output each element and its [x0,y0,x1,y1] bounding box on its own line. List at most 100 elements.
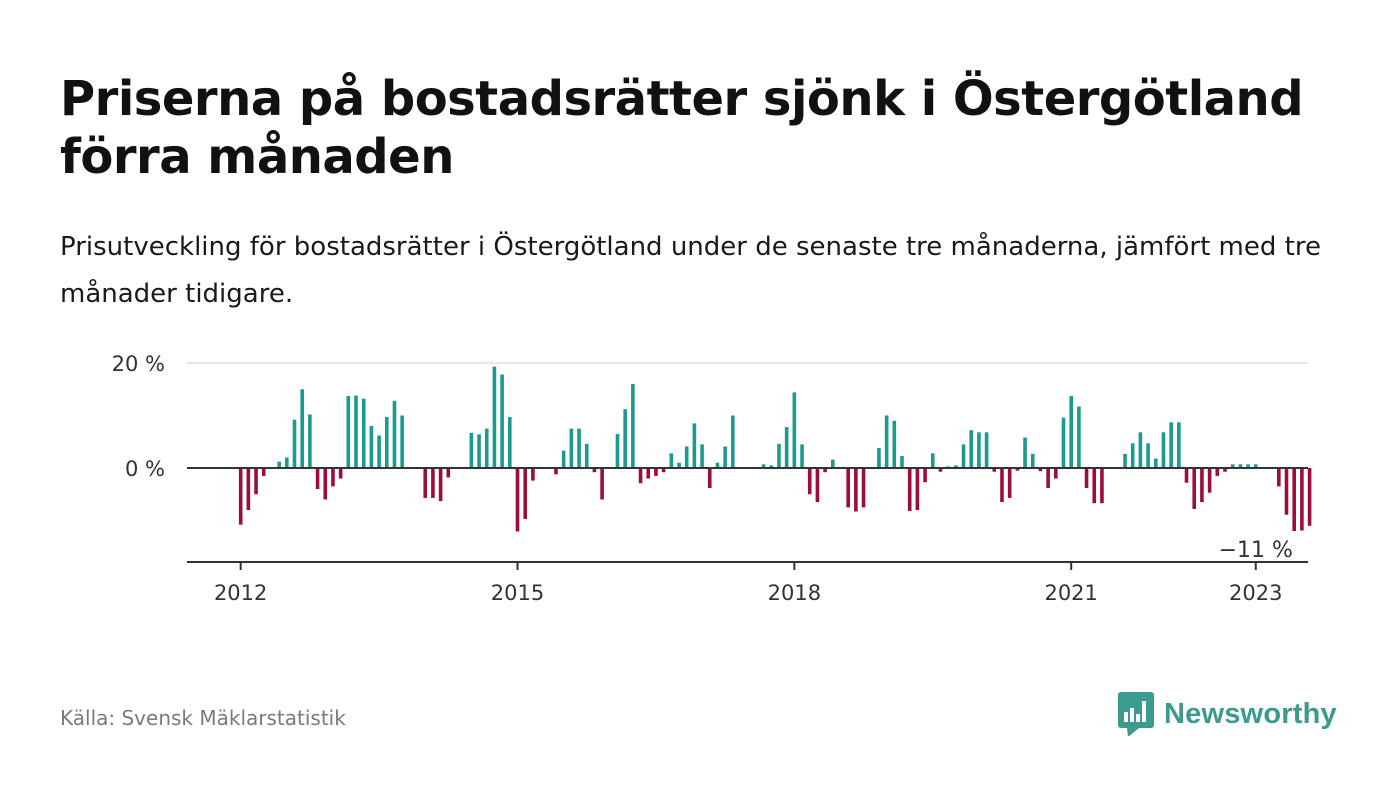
bar [615,433,620,469]
y-tick-label: 20 % [112,352,165,376]
source-note: Källa: Svensk Mäklarstatistik [60,706,346,730]
bar [792,392,797,468]
bar [1100,468,1104,504]
annotation-label: −11 % [1219,538,1293,563]
bar [484,428,489,469]
bar [631,384,635,468]
bar [477,434,481,468]
bar [892,420,897,468]
bar [877,448,881,468]
bar [1000,468,1004,503]
bar [900,455,904,468]
bar [1007,468,1012,498]
bar [1238,464,1243,468]
bar [438,468,443,502]
bar [677,462,681,468]
bar [654,468,658,476]
x-tick-label: 2023 [1229,581,1282,605]
bar [400,415,404,468]
bar [707,468,712,488]
bar [1015,468,1020,471]
bar [577,428,581,469]
bar [469,432,474,468]
bar [1200,468,1204,503]
bar [1046,468,1050,488]
bar [854,468,858,512]
bar [623,409,627,468]
bar [285,457,289,468]
bar [1138,432,1143,468]
bar [784,427,789,468]
bar [1307,468,1312,526]
bar [769,465,774,469]
bar [700,444,704,469]
chart-logo-icon [1118,692,1154,736]
bar [384,417,389,468]
bar-layer [238,366,1312,532]
bar [807,468,812,495]
bar [492,366,497,468]
bar [961,444,966,469]
bar [531,468,535,481]
bar [446,468,451,478]
bar [431,468,435,498]
bar [761,464,766,468]
bar [515,468,520,532]
bar [331,468,335,487]
bar [907,468,912,512]
y-tick-label: 0 % [125,457,165,481]
label-layer: 0 % 20 % 2012 2015 2018 2021 2023 −11 % [112,352,1296,605]
bar [1277,468,1281,487]
bar [1092,468,1097,504]
bar [1038,468,1043,472]
bar [1023,437,1027,468]
bar [1153,458,1158,468]
bar [354,395,358,468]
bar [584,443,589,468]
bar [523,468,527,519]
bar [731,415,735,468]
bar [1253,464,1258,468]
bar [1230,464,1235,468]
bar [1215,468,1220,476]
bar [1146,443,1150,468]
bar [646,468,651,479]
bar [661,468,666,473]
bar [308,414,312,468]
bar [1084,468,1089,488]
bar [561,450,566,468]
bar [1284,468,1289,515]
bar [638,468,643,484]
bar [346,396,351,468]
bar [715,462,720,468]
bar [392,400,397,468]
bar [1130,443,1135,468]
x-tick-label: 2018 [768,581,821,605]
bar-chart: 0 % 20 % 2012 2015 2018 2021 2023 −11 % [112,352,1312,605]
bar [884,415,889,468]
bar [238,468,243,525]
bar [861,468,866,508]
x-tick-label: 2012 [214,581,267,605]
bar [1030,453,1035,468]
bar [777,443,781,468]
bar [277,461,281,468]
bar [684,446,689,468]
bar [1123,453,1127,468]
bar [369,426,374,468]
page-title: Priserna på bostadsrätter sjönk i Österg… [60,71,1304,185]
bar [984,432,989,468]
brand-name: Newsworthy [1164,697,1337,730]
bar [254,468,258,495]
bar [554,468,558,475]
bar [1169,422,1173,468]
chart-subtitle: Prisutveckling för bostadsrätter i Öster… [60,232,1321,309]
bar [992,468,997,472]
bar [915,468,920,510]
x-tick-label: 2021 [1044,581,1097,605]
bar [669,453,674,468]
bar [592,468,597,473]
bar [246,468,251,510]
bar [323,468,328,500]
bar [938,468,943,472]
